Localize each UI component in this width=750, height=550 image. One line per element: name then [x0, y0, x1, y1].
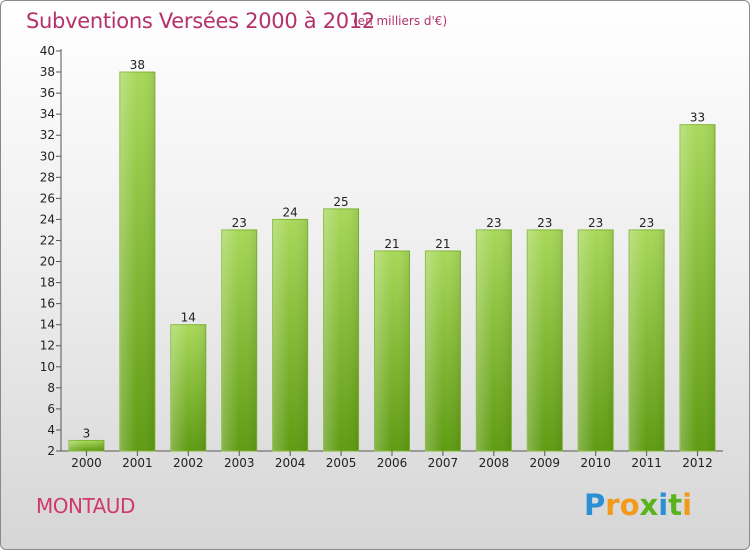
y-tick-label: 6 — [47, 402, 55, 416]
logo-letter: r — [605, 488, 620, 522]
bar-shade — [578, 229, 614, 451]
y-tick-label: 40 — [40, 44, 55, 58]
chart-title: Subventions Versées 2000 à 2012 — [26, 9, 375, 33]
value-label: 23 — [588, 216, 603, 230]
logo-letter: i — [682, 488, 693, 522]
bar-shade — [119, 72, 155, 451]
y-tick-label: 24 — [40, 212, 55, 226]
proxiti-logo[interactable]: Proxiti — [584, 488, 692, 522]
x-tick-label: 2011 — [631, 456, 662, 470]
x-tick-label: 2005 — [326, 456, 357, 470]
x-tick-label: 2009 — [529, 456, 560, 470]
bar-shade — [476, 229, 512, 451]
bar-shade — [425, 251, 461, 451]
value-label: 23 — [486, 216, 501, 230]
y-tick-label: 28 — [40, 170, 55, 184]
value-label: 23 — [639, 216, 654, 230]
y-tick-label: 38 — [40, 65, 55, 79]
value-label: 24 — [283, 205, 298, 219]
y-tick-label: 8 — [47, 381, 55, 395]
value-label: 25 — [333, 195, 348, 209]
bar-shade — [374, 251, 410, 451]
bar-shade — [272, 219, 308, 451]
y-tick-label: 20 — [40, 255, 55, 269]
bar-shade — [170, 324, 206, 451]
x-tick-label: 2006 — [377, 456, 408, 470]
x-tick-label: 2003 — [224, 456, 255, 470]
logo-letter: i — [658, 488, 669, 522]
y-tick-label: 4 — [47, 423, 55, 437]
y-tick-label: 22 — [40, 233, 55, 247]
bar-shade — [527, 229, 563, 451]
y-tick-label: 18 — [40, 276, 55, 290]
y-tick-label: 2 — [47, 444, 55, 458]
y-tick-label: 12 — [40, 339, 55, 353]
logo-letter: x — [639, 488, 659, 522]
bar-shade — [629, 229, 665, 451]
value-label: 14 — [181, 311, 196, 325]
bar-shade — [680, 124, 716, 452]
x-tick-label: 2004 — [275, 456, 306, 470]
y-tick-label: 10 — [40, 360, 55, 374]
chart-subtitle: (en milliers d'€) — [353, 14, 448, 28]
x-tick-label: 2012 — [682, 456, 713, 470]
y-tick-label: 16 — [40, 297, 55, 311]
bar-shade — [221, 229, 257, 451]
value-label: 23 — [232, 216, 247, 230]
x-tick-label: 2001 — [122, 456, 153, 470]
logo-letter: P — [584, 488, 606, 522]
x-tick-label: 2002 — [173, 456, 204, 470]
x-tick-label: 2000 — [71, 456, 102, 470]
y-tick-label: 34 — [40, 107, 55, 121]
value-label: 38 — [130, 58, 145, 72]
value-label: 3 — [83, 426, 91, 440]
y-tick-label: 32 — [40, 128, 55, 142]
x-tick-label: 2010 — [580, 456, 611, 470]
bar-shade — [68, 440, 104, 451]
commune-name: MONTAUD — [36, 494, 135, 518]
y-tick-label: 14 — [40, 318, 55, 332]
value-label: 23 — [537, 216, 552, 230]
value-label: 21 — [435, 237, 450, 251]
value-label: 21 — [384, 237, 399, 251]
y-tick-label: 26 — [40, 191, 55, 205]
logo-letter: t — [668, 488, 683, 522]
y-tick-label: 30 — [40, 149, 55, 163]
bar-shade — [323, 208, 359, 451]
logo-letter: o — [619, 488, 640, 522]
x-tick-label: 2007 — [428, 456, 459, 470]
value-label: 33 — [690, 111, 705, 125]
x-tick-label: 2008 — [479, 456, 510, 470]
y-tick-label: 36 — [40, 86, 55, 100]
